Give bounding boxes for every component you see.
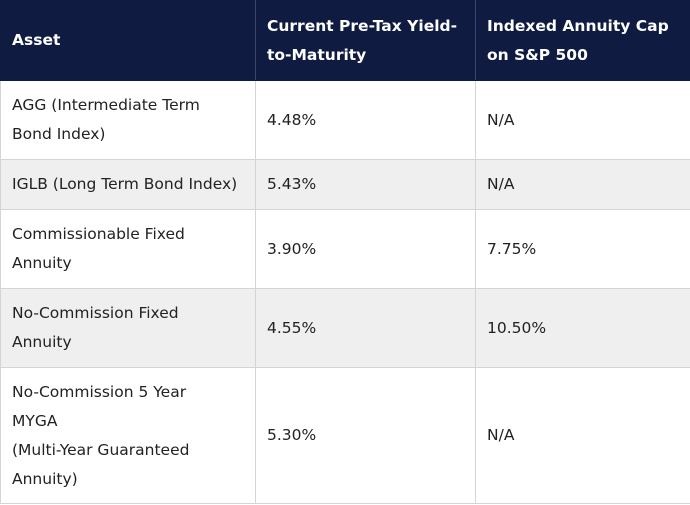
- asset-cell: No-Commission 5 Year MYGA (Multi-Year Gu…: [0, 367, 256, 504]
- yield-cell: 3.90%: [255, 209, 476, 289]
- asset-line: (Multi-Year Guaranteed: [12, 440, 190, 459]
- table-row: IGLB (Long Term Bond Index) 5.43% N/A: [0, 159, 690, 210]
- cap-cell: N/A: [475, 159, 690, 210]
- asset-line: MYGA: [12, 411, 58, 430]
- asset-line: No-Commission 5 Year: [12, 382, 187, 401]
- cap-cell: 7.75%: [475, 209, 690, 289]
- table-row: AGG (Intermediate Term Bond Index) 4.48%…: [0, 80, 690, 160]
- header-cap-line: on S&P 500: [487, 45, 588, 64]
- header-row: Asset Current Pre-Tax Yield- to-Maturity…: [0, 0, 690, 81]
- yield-cell: 5.43%: [255, 159, 476, 210]
- header-asset-line: Asset: [12, 31, 61, 49]
- header-yield: Current Pre-Tax Yield- to-Maturity: [255, 0, 476, 81]
- asset-line: Commissionable Fixed: [12, 225, 185, 243]
- cap-cell: N/A: [475, 367, 690, 504]
- header-cap-line: Indexed Annuity Cap: [487, 16, 669, 35]
- header-cap: Indexed Annuity Cap on S&P 500: [475, 0, 690, 81]
- table-row: No-Commission 5 Year MYGA (Multi-Year Gu…: [0, 367, 690, 504]
- header-yield-line: to-Maturity: [267, 45, 367, 64]
- yield-cell: 4.55%: [255, 288, 476, 368]
- cap-cell: N/A: [475, 80, 690, 160]
- yield-cell: 5.30%: [255, 367, 476, 504]
- table-row: No-Commission Fixed Annuity 4.55% 10.50%: [0, 288, 690, 368]
- asset-line: Bond Index): [12, 125, 106, 143]
- asset-cell: IGLB (Long Term Bond Index): [0, 159, 256, 210]
- table-row: Commissionable Fixed Annuity 3.90% 7.75%: [0, 209, 690, 289]
- cap-cell: 10.50%: [475, 288, 690, 368]
- asset-cell: Commissionable Fixed Annuity: [0, 209, 256, 289]
- header-yield-line: Current Pre-Tax Yield-: [267, 16, 458, 35]
- header-asset: Asset: [0, 0, 256, 81]
- asset-cell: AGG (Intermediate Term Bond Index): [0, 80, 256, 160]
- asset-line: No-Commission Fixed: [12, 304, 179, 322]
- asset-line: Annuity: [12, 254, 72, 272]
- yield-cell: 4.48%: [255, 80, 476, 160]
- asset-line: AGG (Intermediate Term: [12, 96, 200, 114]
- asset-line: IGLB (Long Term Bond Index): [12, 175, 238, 193]
- asset-line: Annuity: [12, 333, 72, 351]
- asset-line: Annuity): [12, 469, 78, 488]
- asset-cell: No-Commission Fixed Annuity: [0, 288, 256, 368]
